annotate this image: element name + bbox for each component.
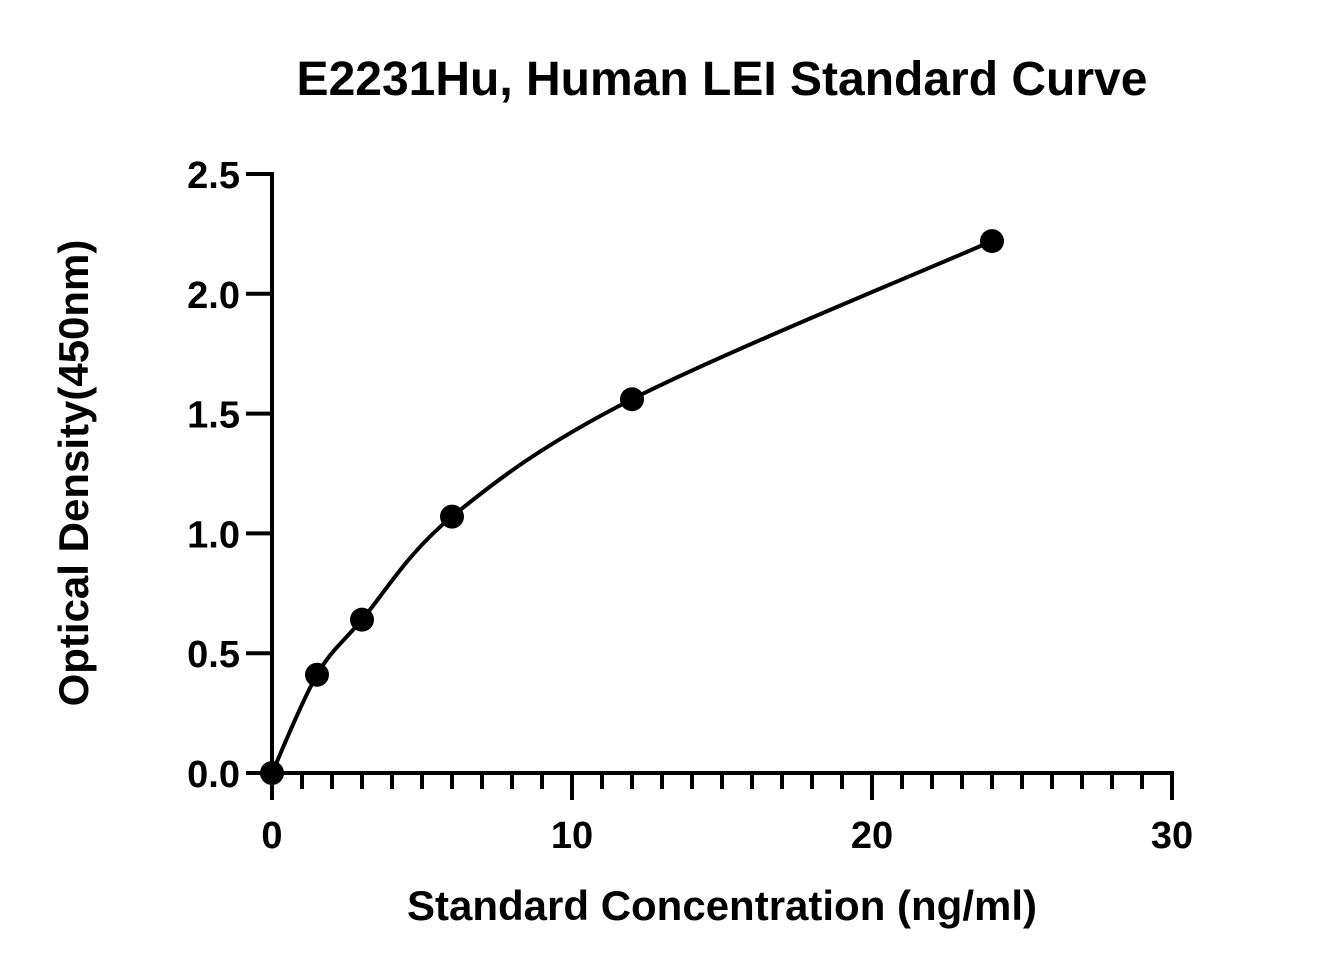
fit-curve (270, 239, 993, 774)
data-point-4 (620, 387, 644, 412)
y-axis-label: Optical Density(450nm) (50, 240, 97, 707)
data-point-1 (305, 662, 329, 687)
y-tick-label: 1.0 (187, 514, 240, 556)
data-point-5 (980, 229, 1004, 254)
x-tick-label: 0 (261, 815, 282, 857)
y-tick-label: 1.5 (187, 395, 240, 437)
x-tick-label: 30 (1151, 815, 1193, 857)
y-tick-label: 2.0 (187, 275, 240, 317)
x-axis-ticks: 0 10 20 30 (261, 773, 1193, 857)
y-axis-ticks: 0.0 0.5 1.0 1.5 2.0 2.5 (187, 155, 272, 796)
data-point-0 (260, 761, 284, 785)
x-tick-label: 20 (851, 815, 893, 857)
x-tick-label: 10 (551, 815, 593, 857)
data-point-2 (350, 607, 374, 632)
y-tick-label: 0.5 (187, 634, 240, 676)
data-point-3 (440, 504, 464, 529)
chart-title: E2231Hu, Human LEI Standard Curve (297, 53, 1148, 106)
y-tick-label: 2.5 (187, 155, 240, 197)
y-tick-label: 0.0 (187, 754, 240, 796)
x-axis-label: Standard Concentration (ng/ml) (407, 882, 1037, 929)
data-points (260, 229, 1004, 785)
